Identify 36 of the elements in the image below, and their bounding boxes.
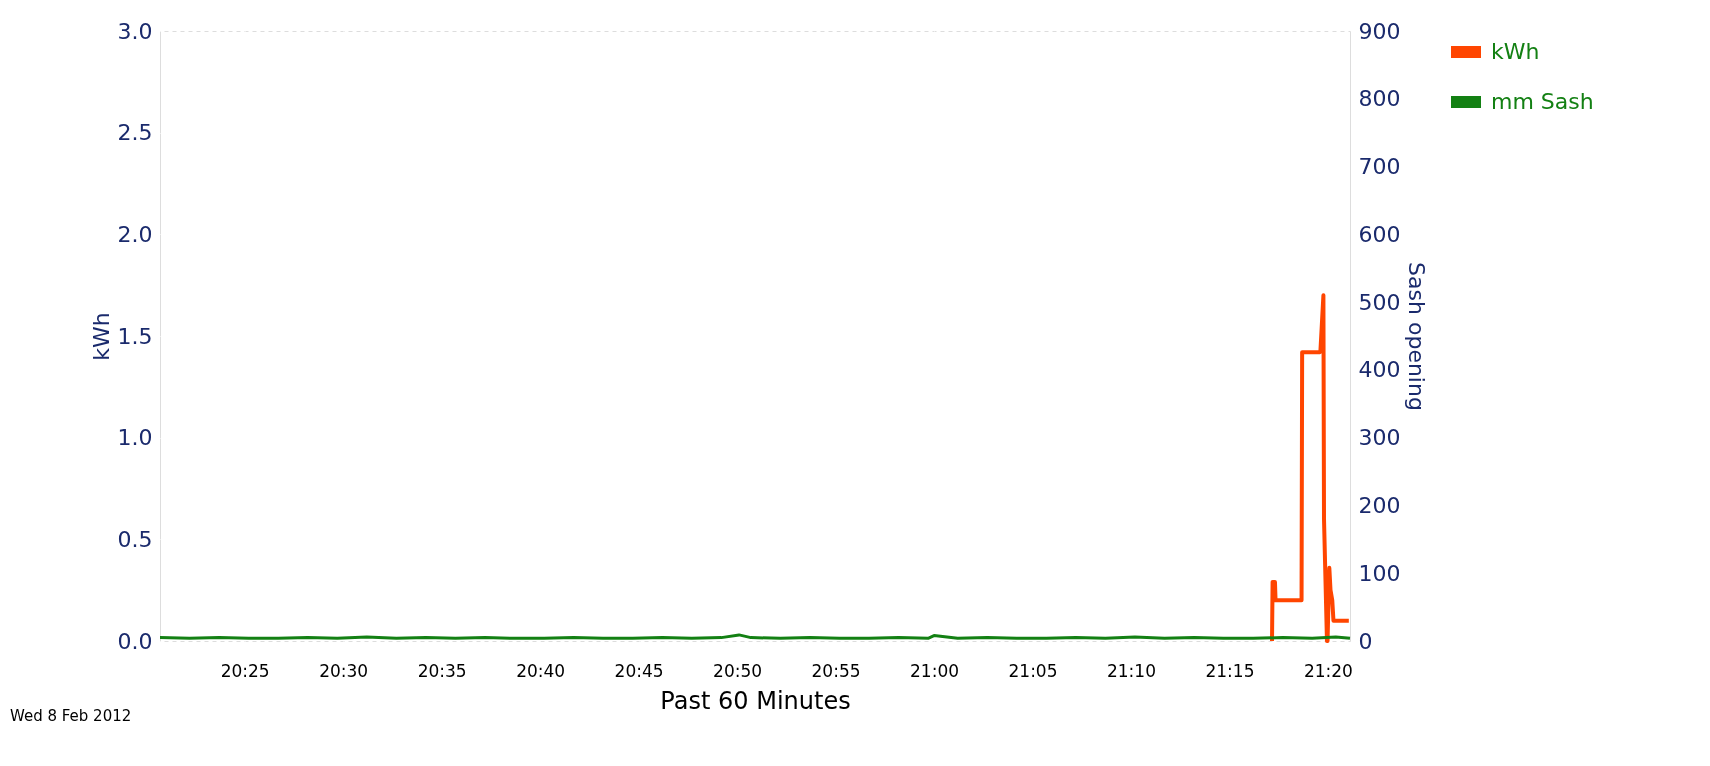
y-tick-label: 1.0 — [117, 425, 153, 451]
x-tick-label: 20:35 — [417, 660, 467, 681]
y2-tick-label: 300 — [1358, 425, 1401, 451]
x-tick-label: 21:00 — [910, 660, 960, 681]
y-tick-label: 2.0 — [117, 221, 153, 247]
y2-tick-label: 0 — [1358, 628, 1373, 654]
y2-tick-label: 800 — [1358, 86, 1401, 112]
legend-label: mm Sash — [1491, 89, 1594, 114]
y-axis-title: kWh — [88, 312, 114, 361]
text: Wed 8 Feb 2012 — [10, 707, 132, 725]
y2-tick-label: 400 — [1358, 357, 1401, 383]
y2-tick-label: 600 — [1358, 221, 1401, 247]
x-tick-label: 21:10 — [1106, 660, 1156, 681]
y2-tick-label: 200 — [1358, 492, 1401, 518]
y-tick-label: 1.5 — [117, 323, 153, 349]
y2-tick-label: 900 — [1358, 18, 1401, 44]
line-series — [1270, 293, 1351, 643]
x-tick-label: 20:40 — [516, 660, 566, 681]
y2-axis-title: Sash opening — [1404, 262, 1430, 411]
x-tick-label: 20:50 — [713, 660, 763, 681]
x-tick-label: 21:15 — [1205, 660, 1255, 681]
y-tick-label: 0.5 — [117, 526, 153, 552]
x-tick-label: 20:25 — [220, 660, 270, 681]
x-tick-label: 20:45 — [614, 660, 664, 681]
legend-label: kWh — [1491, 39, 1540, 64]
y-tick-label: 3.0 — [117, 18, 153, 44]
x-axis-title: Past 60 Minutes — [660, 686, 851, 715]
y2-tick-label: 100 — [1358, 560, 1401, 586]
x-tick-label: 21:20 — [1303, 660, 1353, 681]
y-tick-label: 0.0 — [117, 628, 153, 654]
x-tick-label: 20:30 — [319, 660, 369, 681]
x-tick-label: 21:05 — [1008, 660, 1058, 681]
y2-tick-label: 500 — [1358, 289, 1401, 315]
x-tick-label: 20:55 — [811, 660, 861, 681]
y2-tick-label: 700 — [1358, 154, 1401, 180]
y-tick-label: 2.5 — [117, 120, 153, 146]
